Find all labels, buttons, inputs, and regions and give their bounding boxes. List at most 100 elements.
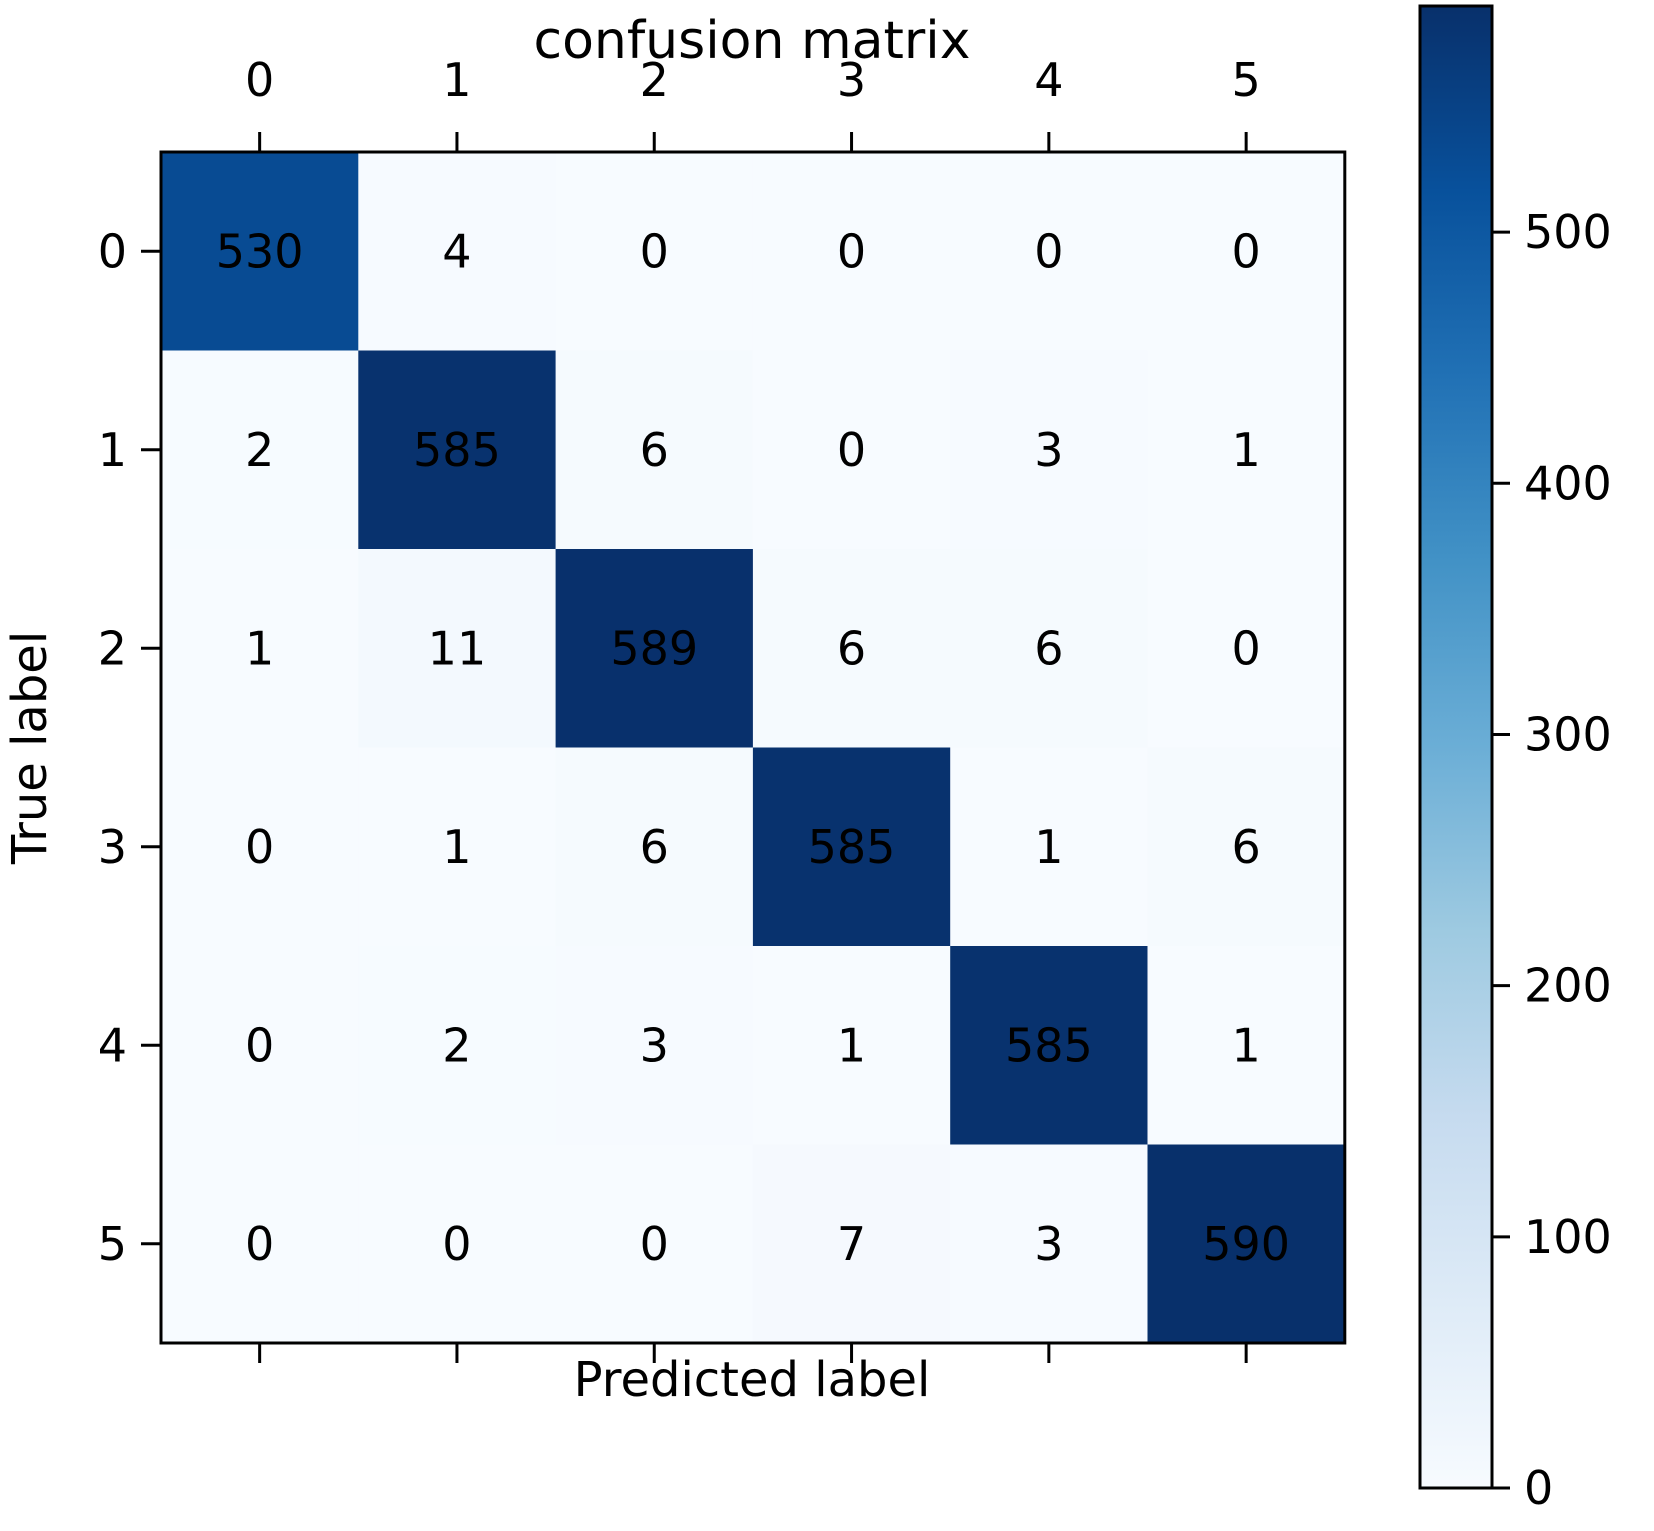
cell-value-label: 6 [640, 423, 669, 477]
cell-value-label: 0 [640, 1217, 669, 1271]
colorbar-tick-label: 400 [1524, 456, 1612, 510]
colorbar-tick-label: 500 [1524, 205, 1612, 259]
heatmap-cell [950, 350, 1149, 550]
heatmap-cell [1147, 946, 1346, 1146]
cell-value-label: 3 [1034, 423, 1063, 477]
heatmap-cell [555, 549, 754, 749]
cell-value-label: 0 [245, 820, 274, 874]
colorbar-tick-label: 0 [1524, 1461, 1553, 1515]
colorbar-tick-label: 200 [1524, 959, 1612, 1013]
heatmap-cells [161, 152, 1346, 1344]
heatmap-cell [161, 1144, 359, 1344]
colorbar: 0 100 200 300 400 500 [1418, 4, 1612, 1515]
x-tick-label: 1 [442, 53, 471, 107]
cell-value-label: 6 [837, 621, 866, 675]
x-axis-ticks: 0 1 2 3 4 5 [245, 53, 1261, 1363]
cell-value-label: 0 [837, 224, 866, 278]
heatmap-cell [950, 946, 1149, 1146]
cell-value-label: 1 [1034, 820, 1063, 874]
heatmap-cell [950, 747, 1149, 947]
x-tick-label: 3 [837, 53, 866, 107]
heatmap-cell [555, 946, 754, 1146]
heatmap-cell [358, 747, 557, 947]
colorbar-gradient [1418, 4, 1494, 1490]
heatmap-cell [555, 152, 754, 352]
plot-frame [159, 150, 1347, 1345]
heatmap-cell [1147, 549, 1346, 749]
cell-value-label: 3 [640, 1018, 669, 1072]
cell-value-label: 1 [245, 621, 274, 675]
y-tick-label: 5 [98, 1217, 127, 1271]
cell-value-label: 585 [808, 820, 896, 874]
y-tick-label: 2 [98, 621, 127, 675]
cell-value-label: 11 [428, 621, 487, 675]
heatmap-cell [950, 549, 1149, 749]
cell-value-label: 0 [245, 1018, 274, 1072]
x-tick-label: 5 [1232, 53, 1261, 107]
y-tick-label: 1 [98, 423, 127, 477]
cell-value-label: 1 [442, 820, 471, 874]
heatmap-cell [752, 747, 951, 947]
cell-value-label: 585 [1005, 1018, 1093, 1072]
cell-value-label: 585 [413, 423, 501, 477]
heatmap-cell [752, 1144, 951, 1344]
heatmap-cell [161, 747, 359, 947]
cell-value-label: 590 [1202, 1217, 1290, 1271]
x-tick-label: 2 [640, 53, 669, 107]
y-tick-label: 0 [98, 224, 127, 278]
heatmap-cell [161, 350, 359, 550]
heatmap-cell [752, 152, 951, 352]
cell-value-label: 0 [442, 1217, 471, 1271]
heatmap-cell [161, 549, 359, 749]
heatmap-cell [555, 350, 754, 550]
cell-value-label: 589 [610, 621, 698, 675]
cell-value-label: 6 [1034, 621, 1063, 675]
heatmap-cell [161, 946, 359, 1146]
chart-title: confusion matrix [534, 11, 971, 71]
heatmap-cell [752, 350, 951, 550]
heatmap-cell [555, 1144, 754, 1344]
heatmap-cell [1147, 747, 1346, 947]
heatmap-cell [358, 946, 557, 1146]
cell-value-label: 2 [245, 423, 274, 477]
heatmap-cell [358, 549, 557, 749]
cell-value-label: 530 [216, 224, 304, 278]
x-tick-label: 0 [245, 53, 274, 107]
cell-value-labels: 530 4 0 0 0 02 585 6 0 3 11 11 589 6 6 00 1 6 585 1 60 2 3 1 585… [216, 224, 1290, 1271]
y-axis-label: True label [2, 631, 58, 865]
cell-value-label: 4 [442, 224, 471, 278]
heatmap-cell [1147, 350, 1346, 550]
cell-value-label: 0 [1232, 224, 1261, 278]
heatmap-cell [950, 1144, 1149, 1344]
cell-value-label: 1 [1232, 423, 1261, 477]
heatmap-cell [358, 152, 557, 352]
cell-value-label: 6 [1232, 820, 1261, 874]
cell-value-label: 0 [837, 423, 866, 477]
cell-value-label: 6 [640, 820, 669, 874]
cell-value-label: 0 [245, 1217, 274, 1271]
cell-value-label: 1 [837, 1018, 866, 1072]
cell-value-label: 3 [1034, 1217, 1063, 1271]
y-axis-ticks: 0 1 2 3 4 5 [98, 224, 161, 1271]
heatmap-cell [555, 747, 754, 947]
heatmap-cell [358, 1144, 557, 1344]
cell-value-label: 0 [1034, 224, 1063, 278]
heatmap-cell [950, 152, 1149, 352]
cell-value-label: 2 [442, 1018, 471, 1072]
x-tick-label: 4 [1034, 53, 1063, 107]
heatmap-cell [1147, 152, 1346, 352]
heatmap-cell [752, 946, 951, 1146]
heatmap-cell [1147, 1144, 1346, 1344]
y-tick-label: 3 [98, 820, 127, 874]
heatmap-cell [752, 549, 951, 749]
x-axis-label: Predicted label [574, 1352, 931, 1408]
cell-value-label: 7 [837, 1217, 866, 1271]
heatmap-cell [358, 350, 557, 550]
cell-value-label: 1 [1232, 1018, 1261, 1072]
colorbar-tick-label: 100 [1524, 1210, 1612, 1264]
y-tick-label: 4 [98, 1018, 127, 1072]
cell-value-label: 0 [1232, 621, 1261, 675]
heatmap-cell [161, 152, 359, 352]
